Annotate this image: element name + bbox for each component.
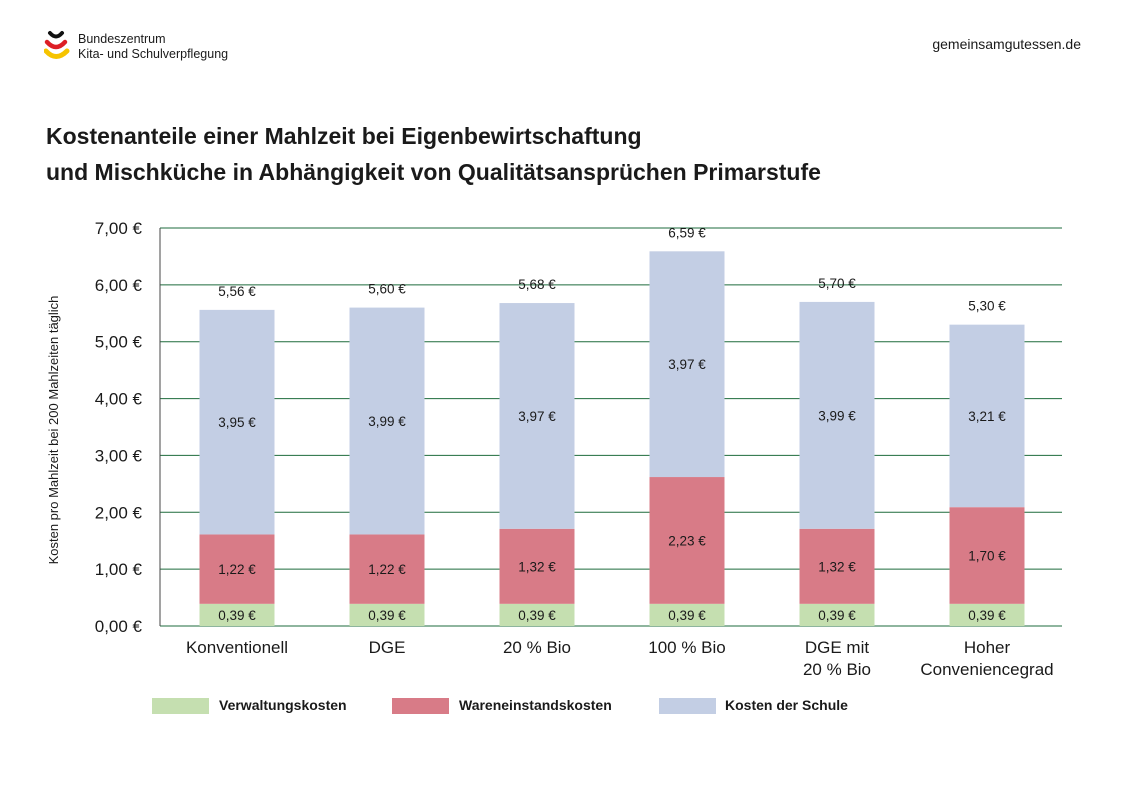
chart-title-line1: Kostenanteile einer Mahlzeit bei Eigenbe…	[46, 123, 642, 149]
y-tick-label: 6,00 €	[95, 276, 143, 295]
total-value-label: 5,68 €	[518, 277, 556, 292]
org-name-line1: Bundeszentrum	[78, 32, 166, 46]
total-value-label: 5,70 €	[818, 276, 856, 291]
chart-title: Kostenanteile einer Mahlzeit bei Eigenbe…	[46, 118, 821, 190]
x-category-label: 20 % Bio	[503, 638, 571, 657]
segment-value-label: 1,32 €	[518, 559, 556, 574]
bar-segment-wareneinstandskosten	[499, 528, 575, 604]
segment-value-label: 0,39 €	[968, 608, 1006, 623]
segment-value-label: 0,39 €	[368, 608, 406, 623]
y-axis-title: Kosten pro Mahlzeit bei 200 Mahlzeiten t…	[46, 296, 61, 565]
legend-label-wareneinstandskosten: Wareneinstandskosten	[459, 697, 612, 713]
y-tick-label: 3,00 €	[95, 446, 143, 465]
legend-swatch-wareneinstandskosten	[392, 698, 449, 714]
x-category-label: 20 % Bio	[803, 660, 871, 679]
x-category-label: DGE mit	[805, 638, 870, 657]
segment-value-label: 1,32 €	[818, 559, 856, 574]
y-tick-label: 4,00 €	[95, 390, 143, 409]
segment-value-label: 1,22 €	[368, 562, 406, 577]
x-category-label: Conveniencegrad	[920, 660, 1053, 679]
bar-segment-kosten der schule	[499, 303, 575, 529]
segment-value-label: 3,99 €	[818, 408, 856, 423]
segment-value-label: 1,70 €	[968, 548, 1006, 563]
org-name-line2: Kita- und Schulverpflegung	[78, 47, 229, 61]
bar-segment-verwaltungskosten	[499, 603, 575, 626]
y-tick-label: 7,00 €	[95, 219, 143, 238]
bar-segment-verwaltungskosten	[349, 603, 425, 626]
y-tick-label: 5,00 €	[95, 333, 143, 352]
segment-value-label: 1,22 €	[218, 562, 256, 577]
bar-segment-wareneinstandskosten	[799, 528, 875, 604]
bar-segment-verwaltungskosten	[949, 603, 1025, 626]
bar-segment-wareneinstandskosten	[949, 507, 1025, 604]
organization-name: Bundeszentrum Kita- und Schulverpflegung	[78, 32, 228, 62]
website-url: gemeinsamgutessen.de	[932, 36, 1081, 52]
bar-segment-wareneinstandskosten	[649, 477, 725, 604]
bzks-logo-icon	[44, 31, 70, 59]
bar-segment-wareneinstandskosten	[349, 534, 425, 604]
segment-value-label: 3,97 €	[668, 357, 706, 372]
bar-segment-kosten der schule	[649, 251, 725, 478]
legend-swatch-verwaltungskosten	[152, 698, 209, 714]
bar-segment-kosten der schule	[799, 301, 875, 529]
organization-logo: Bundeszentrum Kita- und Schulverpflegung	[44, 30, 244, 66]
gridlines	[160, 227, 1062, 627]
segment-value-label: 3,95 €	[218, 415, 256, 430]
segment-value-label: 0,39 €	[518, 608, 556, 623]
bar-segment-verwaltungskosten	[649, 603, 725, 626]
segment-value-label: 0,39 €	[218, 608, 256, 623]
y-tick-label: 1,00 €	[95, 560, 143, 579]
segment-value-label: 3,99 €	[368, 414, 406, 429]
total-value-label: 5,56 €	[218, 284, 256, 299]
segment-value-label: 3,21 €	[968, 409, 1006, 424]
bars	[199, 251, 1025, 626]
total-value-label: 6,59 €	[668, 225, 706, 240]
chart-title-line2: und Mischküche in Abhängigkeit von Quali…	[46, 159, 821, 185]
x-category-label: 100 % Bio	[648, 638, 726, 657]
x-category-label: DGE	[369, 638, 406, 657]
segment-value-label: 0,39 €	[668, 608, 706, 623]
segment-value-label: 0,39 €	[818, 608, 856, 623]
bar-segment-kosten der schule	[349, 307, 425, 535]
segment-value-label: 3,97 €	[518, 409, 556, 424]
y-tick-label: 2,00 €	[95, 503, 143, 522]
data-labels: 0,39 € 1,22 € 3,95 € 5,56 € 0,39 € 1,22 € 3,99…	[218, 225, 1006, 623]
x-category-label: Konventionell	[186, 638, 288, 657]
segment-value-label: 2,23 €	[668, 533, 706, 548]
y-tick-label: 0,00 €	[95, 617, 143, 636]
bar-segment-wareneinstandskosten	[199, 534, 275, 604]
total-value-label: 5,30 €	[968, 299, 1006, 314]
bar-segment-kosten der schule	[949, 324, 1025, 508]
bar-segment-verwaltungskosten	[799, 603, 875, 626]
legend-swatch-kosten-der-schule	[659, 698, 716, 714]
legend-label-kosten-der-schule: Kosten der Schule	[725, 697, 848, 713]
axes: 0,00 € 1,00 € 2,00 € 3,00 € 4,00 € 5,00 € 6,00…	[46, 219, 1054, 679]
x-category-label: Hoher	[964, 638, 1011, 657]
legend-label-verwaltungskosten: Verwaltungskosten	[219, 697, 347, 713]
bar-segment-verwaltungskosten	[199, 603, 275, 626]
bar-segment-kosten der schule	[199, 309, 275, 535]
total-value-label: 5,60 €	[368, 282, 406, 297]
